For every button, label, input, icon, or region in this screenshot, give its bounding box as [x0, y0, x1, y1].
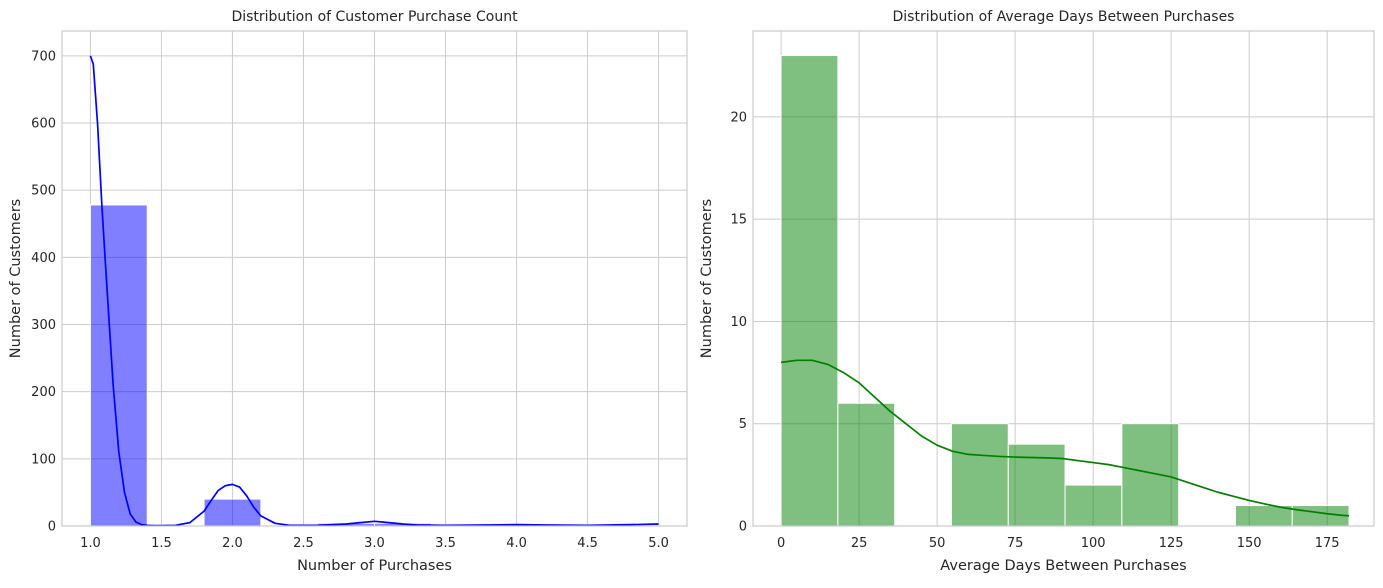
- x-axis-label: Average Days Between Purchases: [940, 558, 1186, 574]
- y-tick-label: 5: [739, 417, 747, 432]
- x-tick-label: 125: [1159, 536, 1184, 551]
- histogram-bar: [89, 204, 148, 527]
- x-tick-label: 2.5: [293, 536, 314, 551]
- x-tick-label: 4.0: [506, 536, 527, 551]
- y-tick-label: 600: [31, 117, 56, 132]
- histogram-bar: [1064, 484, 1123, 527]
- y-tick-label: 700: [31, 49, 56, 64]
- histogram-bar: [837, 402, 896, 527]
- histogram-bar: [1234, 505, 1293, 527]
- chart-title: Distribution of Average Days Between Pur…: [893, 9, 1235, 25]
- histogram-bar: [950, 423, 1009, 527]
- x-tick-label: 1.0: [80, 536, 101, 551]
- histogram-bar: [780, 55, 839, 527]
- plot-frame: [61, 30, 688, 527]
- chart-title: Distribution of Customer Purchase Count: [231, 9, 518, 25]
- x-tick-label: 25: [851, 536, 868, 551]
- kde-line: [780, 359, 1350, 517]
- x-tick-label: 4.5: [577, 536, 598, 551]
- histogram-bar: [1121, 423, 1180, 527]
- y-tick-label: 0: [739, 520, 747, 535]
- chart-panel-1: 0 100 200 300 400 500 600 700 1.0 1.5 2.0 2.5 3.0 3.5…: [8, 9, 688, 574]
- chart-panel-2: 0 5 10 15 20 0 25 50 75 100 125 150 175 Distribution …: [699, 9, 1375, 574]
- plot-frame: [752, 30, 1375, 527]
- y-tick-label: 20: [730, 110, 747, 125]
- x-tick-label: 150: [1237, 536, 1262, 551]
- y-tick-label: 10: [730, 315, 747, 330]
- x-tick-label: 50: [929, 536, 946, 551]
- y-axis-label: Number of Customers: [699, 199, 715, 358]
- y-axis-label: Number of Customers: [8, 199, 24, 358]
- y-tick-label: 0: [48, 520, 56, 535]
- x-tick-label: 1.5: [151, 536, 172, 551]
- x-tick-label: 5.0: [648, 536, 669, 551]
- y-tick-label: 300: [31, 318, 56, 333]
- y-tick-label: 400: [31, 251, 56, 266]
- kde-line: [89, 55, 659, 527]
- x-tick-label: 100: [1081, 536, 1106, 551]
- y-tick-label: 500: [31, 184, 56, 199]
- x-axis-label: Number of Purchases: [297, 558, 452, 574]
- x-tick-label: 2.0: [222, 536, 243, 551]
- y-tick-label: 200: [31, 385, 56, 400]
- x-tick-label: 175: [1315, 536, 1340, 551]
- x-tick-label: 0: [777, 536, 785, 551]
- x-tick-label: 3.5: [435, 536, 456, 551]
- y-tick-label: 15: [730, 213, 747, 228]
- histogram-bar: [203, 498, 262, 527]
- x-tick-label: 75: [1007, 536, 1024, 551]
- y-tick-label: 100: [31, 452, 56, 467]
- x-tick-label: 3.0: [364, 536, 385, 551]
